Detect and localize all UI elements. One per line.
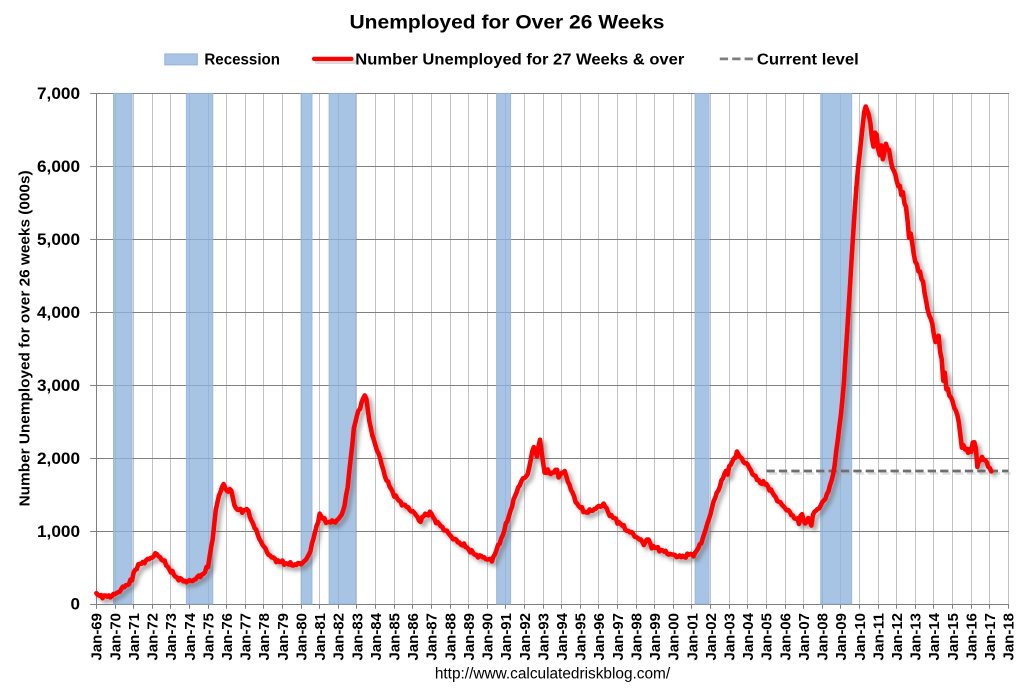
svg-text:Jan-03: Jan-03 xyxy=(723,613,739,661)
svg-text:Jan-09: Jan-09 xyxy=(834,613,850,661)
svg-text:Jan-08: Jan-08 xyxy=(816,613,832,661)
svg-text:Jan-74: Jan-74 xyxy=(183,613,199,661)
svg-text:Jan-12: Jan-12 xyxy=(890,613,906,661)
svg-text:0: 0 xyxy=(71,595,80,614)
svg-text:5,000: 5,000 xyxy=(37,230,80,249)
svg-text:Jan-99: Jan-99 xyxy=(648,613,664,661)
svg-text:Jan-16: Jan-16 xyxy=(965,613,981,661)
svg-text:Jan-05: Jan-05 xyxy=(760,613,776,661)
svg-text:Jan-98: Jan-98 xyxy=(630,613,646,661)
svg-text:Jan-11: Jan-11 xyxy=(871,613,887,661)
svg-text:Number Unemployed for over 26: Number Unemployed for over 26 weeks (000… xyxy=(18,170,34,506)
svg-text:6,000: 6,000 xyxy=(37,157,80,176)
svg-text:Jan-00: Jan-00 xyxy=(667,613,683,661)
svg-text:Jan-06: Jan-06 xyxy=(778,613,794,661)
svg-text:Jan-76: Jan-76 xyxy=(220,613,236,661)
svg-text:Jan-02: Jan-02 xyxy=(704,613,720,661)
svg-text:Jan-90: Jan-90 xyxy=(481,613,497,661)
svg-text:Jan-79: Jan-79 xyxy=(276,613,292,661)
svg-text:Jan-18: Jan-18 xyxy=(1002,613,1018,661)
svg-text:Recession: Recession xyxy=(204,51,280,68)
svg-text:Jan-75: Jan-75 xyxy=(201,613,217,661)
svg-text:Jan-13: Jan-13 xyxy=(909,613,925,661)
svg-text:Jan-96: Jan-96 xyxy=(592,613,608,661)
svg-text:Jan-94: Jan-94 xyxy=(555,613,571,661)
svg-text:Jan-89: Jan-89 xyxy=(462,613,478,661)
svg-text:Jan-93: Jan-93 xyxy=(536,613,552,661)
svg-text:Jan-83: Jan-83 xyxy=(350,613,366,661)
svg-text:Jan-71: Jan-71 xyxy=(127,613,143,661)
svg-text:Jan-73: Jan-73 xyxy=(164,613,180,661)
svg-text:Number Unemployed for 27 Weeks: Number Unemployed for 27 Weeks & over xyxy=(355,51,684,68)
svg-text:Jan-72: Jan-72 xyxy=(146,613,162,661)
svg-text:Jan-77: Jan-77 xyxy=(239,613,255,661)
svg-text:4,000: 4,000 xyxy=(37,303,80,322)
svg-text:Jan-14: Jan-14 xyxy=(927,613,943,661)
svg-text:Jan-10: Jan-10 xyxy=(853,613,869,661)
svg-text:Jan-97: Jan-97 xyxy=(611,613,627,661)
svg-text:Jan-86: Jan-86 xyxy=(406,613,422,661)
svg-text:Jan-91: Jan-91 xyxy=(499,613,515,661)
svg-text:Jan-82: Jan-82 xyxy=(332,613,348,661)
svg-text:Jan-95: Jan-95 xyxy=(574,613,590,661)
svg-text:Jan-01: Jan-01 xyxy=(685,613,701,661)
svg-text:Jan-17: Jan-17 xyxy=(983,613,999,661)
svg-text:Jan-70: Jan-70 xyxy=(108,613,124,661)
svg-text:2,000: 2,000 xyxy=(37,449,80,468)
svg-text:1,000: 1,000 xyxy=(37,522,80,541)
svg-text:Jan-69: Jan-69 xyxy=(90,613,106,661)
svg-text:Jan-85: Jan-85 xyxy=(388,613,404,661)
svg-text:Jan-04: Jan-04 xyxy=(741,613,757,661)
svg-text:Jan-84: Jan-84 xyxy=(369,613,385,661)
svg-text:Jan-78: Jan-78 xyxy=(257,613,273,661)
svg-text:Jan-88: Jan-88 xyxy=(443,613,459,661)
svg-text:Jan-80: Jan-80 xyxy=(294,613,310,661)
svg-text:Jan-81: Jan-81 xyxy=(313,613,329,661)
svg-text:Jan-07: Jan-07 xyxy=(797,613,813,661)
svg-text:http://www.calculatedriskblog.: http://www.calculatedriskblog.com/ xyxy=(435,666,671,683)
svg-text:3,000: 3,000 xyxy=(37,376,80,395)
svg-text:Unemployed for Over 26 Weeks: Unemployed for Over 26 Weeks xyxy=(350,12,665,34)
svg-text:Jan-15: Jan-15 xyxy=(946,613,962,661)
svg-text:Current level: Current level xyxy=(757,51,859,68)
svg-text:7,000: 7,000 xyxy=(37,84,80,103)
svg-text:Jan-92: Jan-92 xyxy=(518,613,534,661)
svg-text:Jan-87: Jan-87 xyxy=(425,613,441,661)
